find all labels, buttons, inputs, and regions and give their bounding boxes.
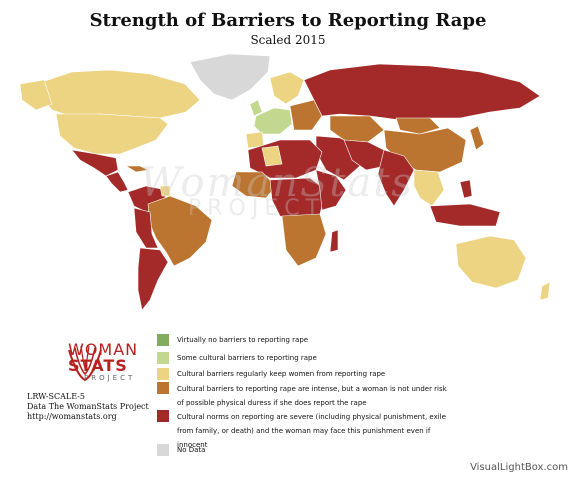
australia [455, 235, 527, 289]
argentina-chile [137, 247, 169, 311]
western-europe [253, 107, 293, 135]
new-zealand [539, 281, 551, 301]
mexico [71, 149, 119, 177]
legend-label-5: No Data [177, 446, 206, 454]
brazil [147, 195, 213, 267]
legend-label-0: Virtually no barriers to reporting rape [177, 336, 309, 344]
watermark-project: PROJECT [188, 196, 326, 221]
legend-label-3: Cultural barriers to reporting rape are … [177, 385, 447, 407]
legend-swatch-5 [157, 444, 169, 456]
uk-ireland [249, 99, 263, 117]
legend-swatch-2 [157, 368, 169, 380]
map-title: Strength of Barriers to Reporting Rape [89, 10, 487, 31]
legend-label-1: Some cultural barriers to reporting rape [177, 354, 317, 362]
greenland [189, 53, 271, 101]
peru-bolivia [133, 207, 159, 249]
algeria [261, 145, 283, 167]
watermark-brand: WomanStats [140, 160, 414, 206]
japan-korea [469, 125, 485, 151]
logo-word-project: PROJECT [84, 374, 136, 382]
legend-swatch-3 [157, 382, 169, 394]
mongolia [395, 117, 441, 135]
alaska [19, 79, 53, 111]
west-africa [231, 171, 277, 199]
world-map [19, 53, 551, 311]
source-url[interactable]: http://womanstats.org [27, 412, 117, 421]
india [377, 149, 415, 207]
caribbean [124, 165, 149, 173]
scale-id: LRW-SCALE-5 [27, 392, 85, 401]
russia [303, 63, 541, 121]
legend-label-2: Cultural barriers regularly keep women f… [177, 370, 386, 378]
east-africa [315, 169, 347, 211]
southern-africa [281, 213, 327, 267]
map-info: LRW-SCALE-5 Data The WomanStats Project … [27, 392, 149, 422]
womanstats-logo-icon [68, 345, 102, 382]
legend-swatch-1 [157, 352, 169, 364]
legend-swatch-4 [157, 410, 169, 422]
logo-word-stats: STATS [68, 356, 128, 375]
logo-word-woman: WOMAN [68, 340, 139, 359]
united-states [55, 113, 169, 155]
indonesia [429, 203, 501, 227]
eastern-europe [289, 99, 323, 131]
scandinavia [269, 71, 305, 105]
central-america [105, 171, 129, 193]
southeast-asia [413, 169, 445, 207]
map-subtitle: Scaled 2015 [250, 33, 326, 47]
legend-label-4: Cultural norms on reporting are severe (… [177, 413, 446, 449]
madagascar [329, 229, 339, 253]
philippines [459, 179, 473, 199]
data-source: Data The WomanStats Project [27, 402, 149, 411]
legend-swatch-0 [157, 334, 169, 346]
canada [39, 69, 201, 119]
credit-text: VisualLightBox.com [470, 462, 568, 473]
